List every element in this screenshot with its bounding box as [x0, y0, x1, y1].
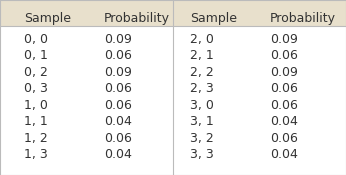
Text: 2, 2: 2, 2 [190, 66, 214, 79]
Text: 0.04: 0.04 [270, 115, 298, 128]
Text: Probability: Probability [270, 12, 336, 25]
Text: 0.04: 0.04 [270, 148, 298, 161]
Text: 3, 0: 3, 0 [190, 99, 214, 112]
Text: 0.09: 0.09 [104, 66, 132, 79]
Text: 1, 2: 1, 2 [24, 132, 48, 145]
Text: 0.04: 0.04 [104, 148, 132, 161]
Text: 0.04: 0.04 [104, 115, 132, 128]
Text: 0.06: 0.06 [270, 99, 298, 112]
Text: 0.06: 0.06 [270, 49, 298, 62]
Text: 0.09: 0.09 [270, 66, 298, 79]
Text: 0.09: 0.09 [270, 33, 298, 46]
Text: 2, 0: 2, 0 [190, 33, 214, 46]
Text: Sample: Sample [24, 12, 71, 25]
Text: 0.06: 0.06 [104, 132, 132, 145]
Text: 2, 1: 2, 1 [190, 49, 214, 62]
Text: Probability: Probability [104, 12, 170, 25]
Text: 2, 3: 2, 3 [190, 82, 214, 95]
Text: 3, 1: 3, 1 [190, 115, 214, 128]
Text: 1, 3: 1, 3 [24, 148, 48, 161]
Text: 0, 2: 0, 2 [24, 66, 48, 79]
Text: 0.06: 0.06 [270, 82, 298, 95]
Text: Sample: Sample [190, 12, 237, 25]
Text: 0.06: 0.06 [104, 99, 132, 112]
Text: 1, 0: 1, 0 [24, 99, 48, 112]
Bar [0, 0, 346, 26]
Text: 0.06: 0.06 [104, 82, 132, 95]
Text: 0, 1: 0, 1 [24, 49, 48, 62]
Text: 3, 2: 3, 2 [190, 132, 214, 145]
Text: 1, 1: 1, 1 [24, 115, 48, 128]
Text: 0, 0: 0, 0 [24, 33, 48, 46]
Text: 3, 3: 3, 3 [190, 148, 214, 161]
Text: 0.06: 0.06 [104, 49, 132, 62]
Text: 0.06: 0.06 [270, 132, 298, 145]
Text: 0, 3: 0, 3 [24, 82, 48, 95]
Text: 0.09: 0.09 [104, 33, 132, 46]
